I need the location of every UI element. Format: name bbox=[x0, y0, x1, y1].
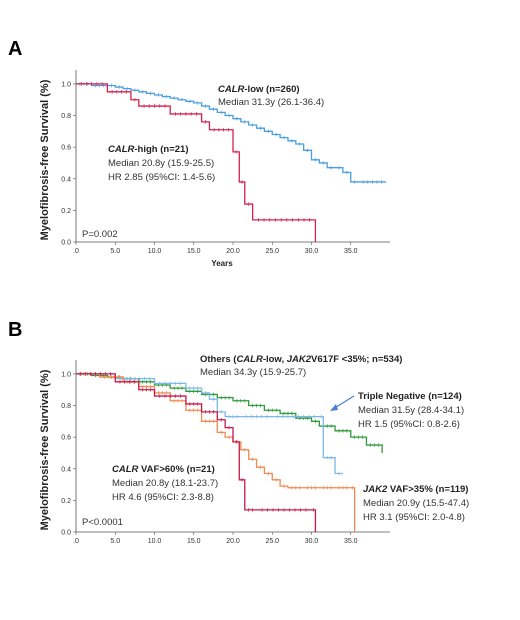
panel-b-jak2-suffix: VAF>35% (n=119) bbox=[387, 484, 468, 495]
panel-b-calr-vaf-hr: HR 4.6 (95%CI: 2.3-8.8) bbox=[112, 492, 214, 503]
panel-b-letter: B bbox=[8, 319, 22, 341]
panel-b-y-tick-label: 0.6 bbox=[61, 435, 71, 442]
panel-b-jak2-label: JAK2 VAF>35% (n=119) bbox=[363, 484, 468, 495]
panel-b-calr-vaf-name: CALR bbox=[112, 464, 139, 475]
panel-b-triple-neg-name: Triple Negative bbox=[358, 391, 426, 402]
panel-b-pvalue: P<0.0001 bbox=[82, 517, 123, 528]
panel-b-y-tick-label: 0.8 bbox=[61, 403, 71, 410]
panel-a-y-tick-label: 1.0 bbox=[61, 81, 71, 88]
panel-b-x-tick-label: 20.0 bbox=[226, 538, 240, 545]
panel-a-x-tick-label: 10.0 bbox=[148, 248, 162, 255]
panel-b-triple-neg-hr: HR 1.5 (95%CI: 0.8-2.6) bbox=[358, 419, 460, 430]
panel-b-ylabel: Myelofibrosis-free Survival (%) bbox=[39, 369, 51, 530]
panel-b-x-tick-label: 5.0 bbox=[110, 538, 120, 545]
panel-b-others-prefix: Others ( bbox=[200, 354, 237, 365]
panel-b-others-jak2: JAK2 bbox=[287, 354, 312, 365]
panel-b-x-tick-label: 25.0 bbox=[265, 538, 279, 545]
panel-a-y-tick-label: 0.8 bbox=[61, 113, 71, 120]
panel-b-series-2-line bbox=[76, 373, 356, 532]
panel-a-calr-low-label: CALR-low (n=260) bbox=[218, 84, 300, 95]
panel-a-pvalue: P=0.002 bbox=[82, 229, 118, 240]
panel-a-calr-low-name: CALR bbox=[218, 84, 245, 95]
panel-b-triple-neg-median: Median 31.5y (28.4-34.1) bbox=[358, 405, 464, 416]
panel-b-arrow-head bbox=[330, 404, 338, 411]
panel-a-x-tick-label: 25.0 bbox=[265, 248, 279, 255]
panel-a-calr-high-label: CALR-high (n=21) bbox=[108, 144, 189, 155]
panel-b-plot: Myelofibrosis-free Survival (%) P<0.0001… bbox=[39, 354, 469, 545]
panel-a-calr-low-median: Median 31.3y (26.1-36.4) bbox=[218, 97, 324, 108]
panel-a-x-tick-label: 35.0 bbox=[344, 248, 358, 255]
panel-b-calr-vaf-suffix: VAF>60% (n=21) bbox=[138, 464, 214, 475]
panel-a-y-tick-label: 0.2 bbox=[61, 208, 71, 215]
panel-a-calr-high-hr: HR 2.85 (95%CI: 1.4-5.6) bbox=[108, 172, 215, 183]
panel-a-y-tick-label: 0.4 bbox=[61, 176, 71, 183]
panel-a-y-tick-label: 0.6 bbox=[61, 145, 71, 152]
panel-b-jak2-name: JAK2 bbox=[363, 484, 388, 495]
panel-a-y-tick-label: 0.0 bbox=[61, 240, 71, 247]
panel-b-series-3-line bbox=[76, 373, 317, 532]
panel-b-others-label: Others (CALR-low, JAK2V617F <35%; n=534) bbox=[200, 354, 402, 365]
panel-b-y-tick-label: 0.4 bbox=[61, 466, 71, 473]
panel-a-series-0-line bbox=[76, 83, 387, 183]
panel-a-x-tick-label: .0 bbox=[73, 248, 79, 255]
panel-a-calr-high-suffix: -high (n=21) bbox=[134, 144, 188, 155]
panel-a-x-tick-label: 20.0 bbox=[226, 248, 240, 255]
panel-b-calr-vaf-median: Median 20.8y (18.1-23.7) bbox=[112, 478, 218, 489]
panel-b-series-0-line bbox=[76, 373, 383, 453]
panel-b-y-tick-label: 0.2 bbox=[61, 498, 71, 505]
panel-b-x-tick-label: 35.0 bbox=[344, 538, 358, 545]
panel-a-calr-low-suffix: -low (n=260) bbox=[244, 84, 299, 95]
panel-b-triple-neg-label: Triple Negative (n=124) bbox=[358, 391, 462, 402]
panel-a-ylabel: Myelofibrosis-free Survival (%) bbox=[39, 79, 51, 240]
panel-b-series-1-line bbox=[76, 373, 343, 475]
panel-a-x-tick-label: 30.0 bbox=[305, 248, 319, 255]
panel-b-others-median: Median 34.3y (15.9-25.7) bbox=[200, 367, 306, 378]
panel-b-jak2-hr: HR 3.1 (95%CI: 2.0-4.8) bbox=[363, 512, 465, 523]
panel-b-others-calr: CALR bbox=[236, 354, 263, 365]
panel-b-y-tick-label: 0.0 bbox=[61, 530, 71, 537]
panel-b-jak2-median: Median 20.9y (15.5-47.4) bbox=[363, 498, 469, 509]
panel-b-x-tick-label: 15.0 bbox=[187, 538, 201, 545]
panel-b-others-suffix: V617F <35%; n=534) bbox=[311, 354, 402, 365]
panel-b-others-mid: -low, bbox=[263, 354, 287, 365]
panel-a-calr-high-name: CALR bbox=[108, 144, 135, 155]
panel-b-calr-vaf-label: CALR VAF>60% (n=21) bbox=[112, 464, 215, 475]
panel-a-x-tick-label: 5.0 bbox=[110, 248, 120, 255]
panel-b-x-tick-label: 10.0 bbox=[148, 538, 162, 545]
panel-a-xlabel: Years bbox=[211, 259, 233, 268]
panel-b-triple-neg-suffix: (n=124) bbox=[426, 391, 462, 402]
panel-a-x-tick-label: 15.0 bbox=[187, 248, 201, 255]
panel-a-calr-high-median: Median 20.8y (15.9-25.5) bbox=[108, 158, 214, 169]
panel-a-series-1-line bbox=[76, 83, 317, 242]
panel-b-x-tick-label: .0 bbox=[73, 538, 79, 545]
panel-b-y-tick-label: 1.0 bbox=[61, 371, 71, 378]
panel-a-plot: Myelofibrosis-free Survival (%) Years P=… bbox=[39, 70, 390, 268]
panel-a-letter: A bbox=[8, 38, 22, 60]
panel-b-x-tick-label: 30.0 bbox=[305, 538, 319, 545]
